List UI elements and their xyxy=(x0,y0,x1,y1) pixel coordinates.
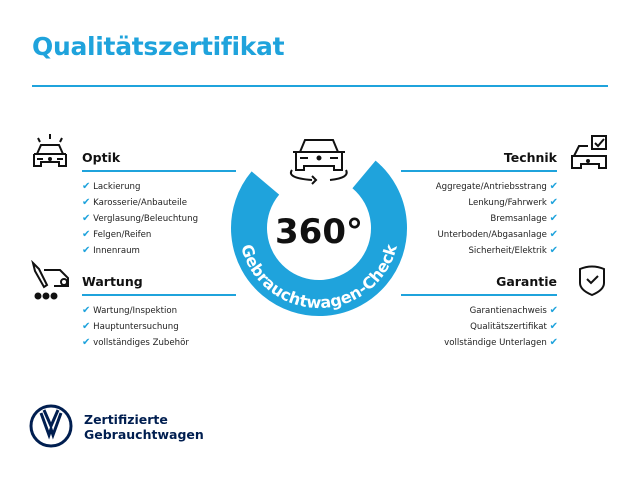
list-item: Unterboden/Abgasanlage ✔ xyxy=(436,227,559,243)
item-label: Aggregate/Antriebsstrang xyxy=(435,182,547,192)
check-icon: ✔ xyxy=(549,321,558,332)
divider-optik xyxy=(82,170,236,172)
car-check-icon xyxy=(571,135,607,169)
item-label: Bremsanlage xyxy=(490,214,547,224)
check-icon: ✔ xyxy=(82,181,91,192)
check-icon: ✔ xyxy=(82,229,91,240)
item-label: Hauptuntersuchung xyxy=(93,322,179,332)
list-item: vollständige Unterlagen ✔ xyxy=(444,335,558,351)
list-item: Bremsanlage ✔ xyxy=(436,211,558,227)
brand-name: Zertifizierte Gebrauchtwagen xyxy=(84,412,204,442)
list-item: ✔ Verglasung/Beleuchtung xyxy=(82,211,198,227)
item-label: Qualitätszertifikat xyxy=(470,322,547,332)
list-item: Garantienachweis ✔ xyxy=(444,303,558,319)
brand-line-1: Zertifizierte xyxy=(84,412,168,427)
heading-wartung: Wartung xyxy=(82,274,143,289)
heading-optik: Optik xyxy=(82,150,121,165)
list-item: ✔ Hauptuntersuchung xyxy=(82,319,189,335)
item-label: vollständige Unterlagen xyxy=(444,338,547,348)
list-garantie: Garantienachweis ✔ Qualitätszertifikat ✔… xyxy=(444,303,558,351)
check-icon: ✔ xyxy=(82,245,91,256)
check-icon: ✔ xyxy=(82,197,91,208)
item-label: Innenraum xyxy=(93,246,140,256)
item-label: Karosserie/Anbauteile xyxy=(93,198,188,208)
item-label: Garantienachweis xyxy=(469,306,547,316)
divider-technik xyxy=(401,170,557,172)
rotating-car-icon xyxy=(290,139,348,185)
check-icon: ✔ xyxy=(82,305,91,316)
item-label: Unterboden/Abgasanlage xyxy=(437,230,547,240)
heading-garantie: Garantie xyxy=(496,274,557,289)
item-label: Wartung/Inspektion xyxy=(93,306,178,316)
page-title: Qualitätszertifikat xyxy=(32,32,285,61)
check-icon: ✔ xyxy=(549,213,558,224)
list-item: ✔ Felgen/Reifen xyxy=(82,227,198,243)
badge-ring xyxy=(231,160,407,317)
list-item: Lenkung/Fahrwerk ✔ xyxy=(436,195,558,211)
check-icon: ✔ xyxy=(82,337,91,348)
list-item: ✔ Wartung/Inspektion xyxy=(82,303,189,319)
check-icon: ✔ xyxy=(549,197,558,208)
divider-wartung xyxy=(82,294,236,296)
brand-line-2: Gebrauchtwagen xyxy=(84,427,204,442)
list-wartung: ✔ Wartung/Inspektion ✔ Hauptuntersuchung… xyxy=(82,303,189,351)
item-label: vollständiges Zubehör xyxy=(93,338,189,348)
list-technik: Aggregate/Antriebsstrang ✔ Lenkung/Fahrw… xyxy=(436,179,558,259)
list-item: ✔ Karosserie/Anbauteile xyxy=(82,195,198,211)
title-divider xyxy=(32,85,608,87)
list-item: ✔ Innenraum xyxy=(82,243,198,259)
check-icon: ✔ xyxy=(549,245,558,256)
vw-logo xyxy=(29,404,73,448)
list-item: Sicherheit/Elektrik ✔ xyxy=(436,243,558,259)
check-icon: ✔ xyxy=(549,305,558,316)
list-item: ✔ Lackierung xyxy=(82,179,198,195)
check-icon: ✔ xyxy=(82,213,91,224)
shield-check-icon xyxy=(579,265,605,297)
check-icon: ✔ xyxy=(549,337,558,348)
item-label: Felgen/Reifen xyxy=(93,230,152,240)
item-label: Sicherheit/Elektrik xyxy=(468,246,547,256)
check-icon: ✔ xyxy=(82,321,91,332)
item-label: Lenkung/Fahrwerk xyxy=(468,198,547,208)
car-lights-icon xyxy=(33,134,67,167)
item-label: Lackierung xyxy=(93,182,141,192)
maintenance-icon xyxy=(31,260,69,300)
divider-garantie xyxy=(401,294,557,296)
item-label: Verglasung/Beleuchtung xyxy=(93,214,199,224)
badge-number: 360° xyxy=(275,212,363,252)
list-item: Qualitätszertifikat ✔ xyxy=(444,319,558,335)
list-optik: ✔ Lackierung ✔ Karosserie/Anbauteile ✔ V… xyxy=(82,179,198,259)
check-icon: ✔ xyxy=(549,181,558,192)
list-item: Aggregate/Antriebsstrang ✔ xyxy=(436,179,558,195)
check-icon: ✔ xyxy=(549,229,558,240)
list-item: ✔ vollständiges Zubehör xyxy=(82,335,189,351)
heading-technik: Technik xyxy=(503,150,557,165)
